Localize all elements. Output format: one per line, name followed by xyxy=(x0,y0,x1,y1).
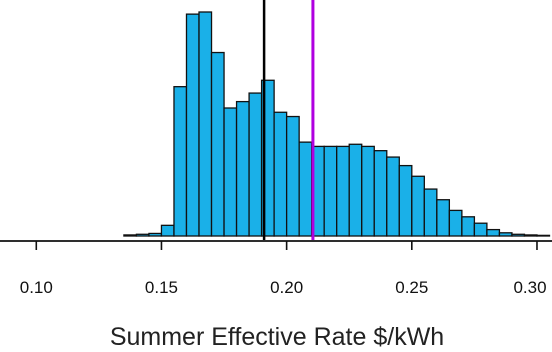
histogram-bar-2 xyxy=(148,232,163,237)
histogram-bar-26 xyxy=(448,209,463,237)
histogram-bar-14 xyxy=(298,141,313,237)
histogram-bar-5 xyxy=(185,13,200,237)
histogram-bar-32 xyxy=(523,234,538,237)
histogram-bars xyxy=(123,11,551,237)
histogram-bar-28 xyxy=(473,222,488,237)
histogram-bar-29 xyxy=(486,228,501,237)
histogram-bar-12 xyxy=(273,111,288,237)
x-tick-label-2: 0.20 xyxy=(270,278,303,297)
histogram-bar-13 xyxy=(285,115,300,237)
histogram-bar-7 xyxy=(210,51,225,237)
histogram-bar-30 xyxy=(498,232,513,237)
histogram-bar-25 xyxy=(436,199,451,237)
histogram-bar-27 xyxy=(461,216,476,237)
histogram-bar-3 xyxy=(160,224,175,237)
histogram-bar-21 xyxy=(386,156,400,237)
histogram-bar-1 xyxy=(135,233,150,237)
histogram-bar-19 xyxy=(361,145,375,237)
x-axis-title: Summer Effective Rate $/kWh xyxy=(110,323,444,351)
histogram-bar-8 xyxy=(223,107,238,237)
histogram-bar-16 xyxy=(323,145,338,237)
x-tick-label-1: 0.15 xyxy=(145,278,178,297)
histogram-bar-9 xyxy=(235,100,250,237)
x-tick-label-3: 0.25 xyxy=(395,278,428,297)
histogram-bar-6 xyxy=(198,11,213,237)
x-tick-label-0: 0.10 xyxy=(20,278,53,297)
x-axis-tick-labels: 0.10 0.15 0.20 0.25 0.30 xyxy=(20,278,547,297)
histogram-bar-4 xyxy=(173,86,188,237)
reference-lines xyxy=(262,0,315,240)
histogram-bar-22 xyxy=(398,164,413,237)
histogram-bar-10 xyxy=(248,92,263,237)
histogram-bar-23 xyxy=(411,175,425,237)
histogram-bar-0 xyxy=(123,234,138,237)
histogram-bar-24 xyxy=(423,188,438,237)
histogram-bar-18 xyxy=(348,143,363,237)
histogram-bar-31 xyxy=(511,233,526,237)
x-tick-label-4: 0.30 xyxy=(513,278,546,297)
histogram-bar-20 xyxy=(373,150,388,237)
x-axis xyxy=(0,240,552,250)
histogram-bar-17 xyxy=(336,145,350,237)
histogram-bar-33 xyxy=(536,234,551,237)
